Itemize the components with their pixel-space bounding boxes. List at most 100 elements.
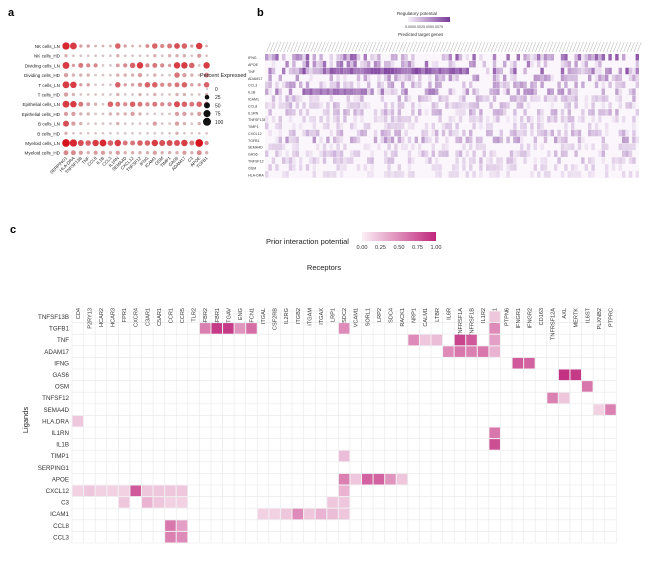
panel-b-cell <box>336 81 340 89</box>
panel-a-dot <box>94 112 97 116</box>
panel-b-cell <box>513 122 517 130</box>
panel-b-cell <box>455 171 459 178</box>
panel-b-cell <box>472 88 476 95</box>
panel-b-cell <box>319 60 323 68</box>
panel-a-dot <box>64 54 68 58</box>
panel-b-cell <box>435 67 439 75</box>
panel-b-cell <box>414 67 418 75</box>
panel-b-colorbar-title: Regulatory potential <box>397 11 437 16</box>
panel-b-cell <box>316 157 320 164</box>
panel-c-receptor-label: IL6ST <box>585 307 591 323</box>
panel-b-cell <box>479 136 483 144</box>
panel-b-cell <box>309 150 313 157</box>
panel-a-dot <box>79 131 83 135</box>
panel-b-cell <box>418 143 422 151</box>
panel-b-cell <box>299 157 303 164</box>
panel-a-row-label: T cells_HD <box>38 93 61 98</box>
panel-b-cell <box>635 74 639 82</box>
panel-b-cell <box>469 60 473 68</box>
panel-a-dot <box>153 131 157 135</box>
panel-b-gene-tick <box>463 41 469 53</box>
panel-b-cell <box>547 171 551 178</box>
panel-b-cell <box>380 88 384 95</box>
panel-b-cell <box>421 67 425 75</box>
panel-b-cell <box>312 164 316 171</box>
panel-b-cell <box>567 102 571 109</box>
panel-b-cell <box>282 157 286 164</box>
panel-b-cell <box>373 67 378 75</box>
panel-b-gene-tick <box>395 41 401 53</box>
panel-a-dot <box>71 92 76 97</box>
panel-b-cell <box>492 54 497 61</box>
panel-b-cell <box>547 88 551 95</box>
panel-b-cell <box>356 109 361 116</box>
panel-b-cell <box>299 67 303 75</box>
panel-a-dot <box>195 42 203 50</box>
panel-b-cell <box>472 109 476 116</box>
panel-b-cell <box>418 102 422 109</box>
panel-b-gene-tick <box>446 41 452 53</box>
panel-b-cell <box>581 67 585 75</box>
panel-b-gene-tick <box>266 41 271 53</box>
panel-b-cell <box>492 116 497 123</box>
panel-b-cell <box>523 81 527 89</box>
panel-a-column-label: OSM <box>154 155 165 166</box>
panel-b-cell <box>441 122 446 130</box>
panel-b-gene-tick <box>310 41 316 53</box>
panel-b-cell <box>469 102 473 109</box>
panel-c-receptor-label: IFNGR1 <box>516 308 522 329</box>
panel-b-cell <box>275 122 279 130</box>
panel-b-gene-tick <box>422 41 428 53</box>
panel-c-cell <box>176 531 188 543</box>
panel-b-cell <box>384 157 388 164</box>
panel-b-cell <box>465 54 469 61</box>
panel-a-dot <box>167 63 172 68</box>
panel-b-cell <box>513 136 517 144</box>
panel-b-cell <box>411 157 415 164</box>
panel-b-gene-tick <box>616 41 622 53</box>
panel-a-dot <box>131 131 134 135</box>
panel-b-cell <box>554 109 558 116</box>
panel-b-cell <box>384 102 388 109</box>
panel-b-cell <box>584 54 588 61</box>
panel-b-cell <box>404 54 408 61</box>
panel-b-cell <box>598 129 602 137</box>
panel-b-cell <box>401 67 405 75</box>
panel-c-cell <box>338 323 350 334</box>
panel-c-cell <box>524 357 535 369</box>
panel-b-cell <box>560 109 565 116</box>
panel-b-cell <box>380 129 384 137</box>
panel-b-cell <box>584 67 588 75</box>
panel-b-cell <box>360 129 364 137</box>
panel-b-gene-tick <box>348 41 353 53</box>
panel-b-cell <box>472 60 476 68</box>
panel-a-dot <box>175 92 179 97</box>
panel-b-cell <box>336 150 340 157</box>
panel-b-cell <box>329 88 333 95</box>
panel-b-cell <box>268 81 272 89</box>
panel-b-cell <box>530 122 534 130</box>
panel-b-cell <box>370 164 374 171</box>
panel-b-gene-tick <box>524 41 530 53</box>
panel-b-cell <box>509 164 514 171</box>
panel-b-gene-tick <box>552 41 557 53</box>
panel-a-dot <box>79 93 83 96</box>
panel-a-dot <box>168 112 171 116</box>
panel-b-row-label: GAS6 <box>248 153 258 157</box>
panel-b-cell <box>581 157 585 164</box>
panel-b-gene-tick <box>351 41 356 53</box>
panel-b-cell <box>567 67 571 75</box>
panel-b-cell <box>384 67 388 75</box>
panel-b-cell <box>435 157 439 164</box>
panel-c-receptor-label: MERTK <box>574 308 580 328</box>
panel-b-cell <box>350 54 354 61</box>
panel-a-dot <box>160 73 164 77</box>
panel-c-receptor-label: TNFRSF12A <box>551 308 557 340</box>
panel-b-gene-tick <box>273 41 278 53</box>
panel-b-cell <box>564 60 568 68</box>
panel-b-cell <box>401 102 405 109</box>
panel-a-dot <box>145 44 150 48</box>
panel-b-cell <box>397 109 401 116</box>
panel-b-cell <box>448 60 452 68</box>
panel-a-dot <box>159 140 166 146</box>
